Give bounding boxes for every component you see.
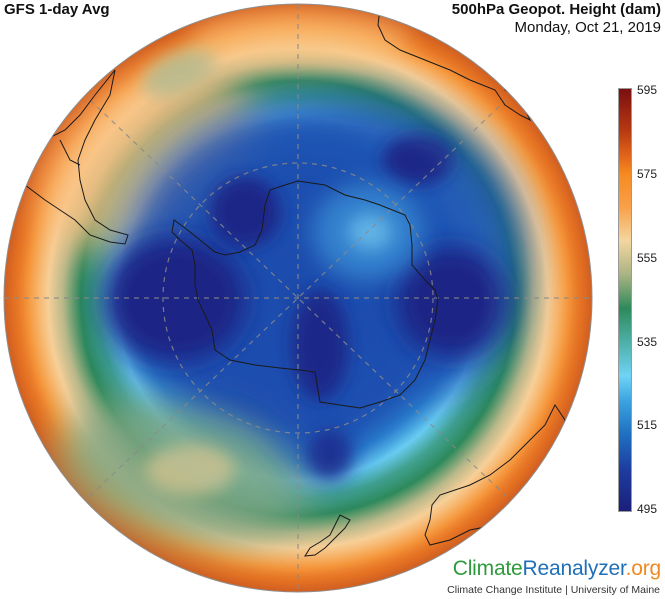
geopotential-field [4, 4, 592, 592]
colorbar-tick: 555 [637, 251, 658, 265]
polar-globe-map [3, 3, 593, 593]
colorbar-tick: 595 [637, 83, 658, 97]
variable-label: 500hPa Geopot. Height (dam) [451, 1, 661, 18]
antarctica-coastline [171, 180, 439, 409]
new-zealand-coastline [304, 514, 351, 557]
model-label: GFS 1-day Avg [4, 1, 110, 18]
graticule [4, 4, 592, 592]
institution-label: Climate Change Institute | University of… [447, 584, 660, 596]
colorbar-tick: 495 [637, 502, 658, 516]
colorbar-tick: 515 [637, 418, 658, 432]
colorbar-tick: 535 [637, 335, 658, 349]
globe-outline [3, 3, 593, 593]
date-label: Monday, Oct 21, 2019 [514, 19, 661, 36]
climate-reanalyzer-logo: ClimateReanalyzer.org [452, 557, 661, 580]
colorbar-tick: 575 [637, 167, 658, 181]
colorbar [618, 88, 632, 512]
